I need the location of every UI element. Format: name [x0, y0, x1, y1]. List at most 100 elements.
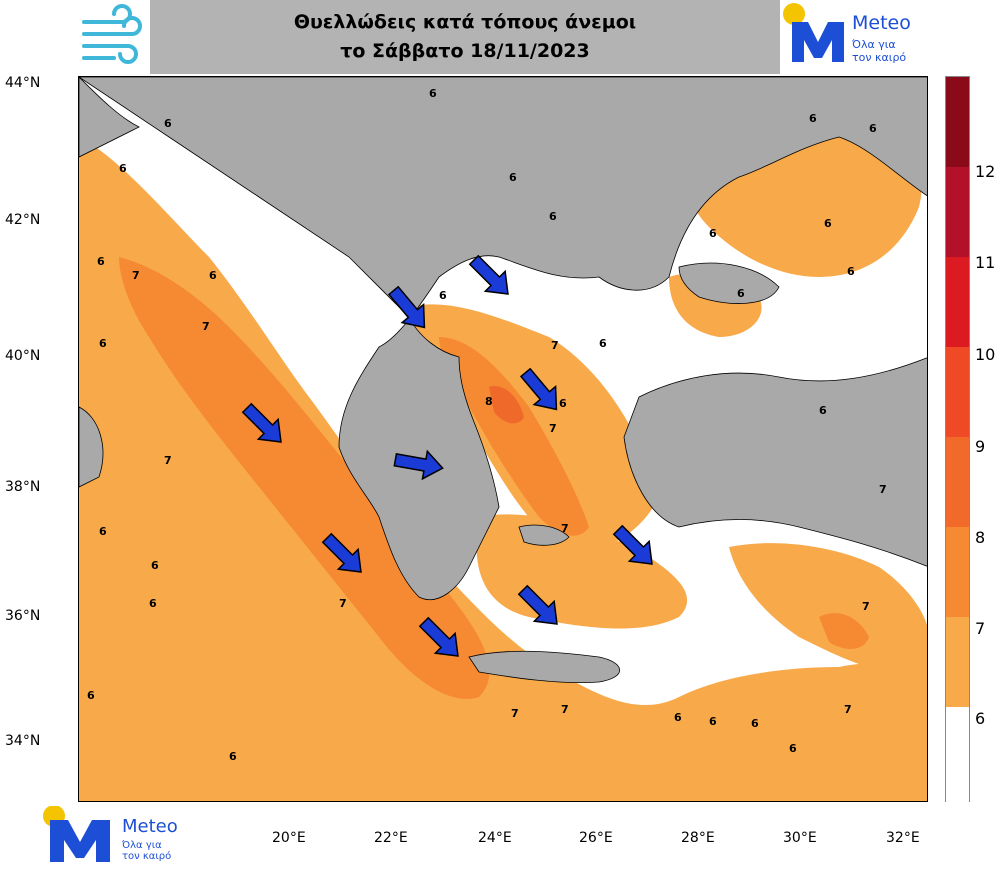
- legend-seg-8: [946, 437, 969, 527]
- top-logo: Meteo Όλα για τον καιρό: [780, 0, 928, 74]
- contour-label: 6: [164, 117, 172, 130]
- contour-label: 6: [869, 122, 877, 135]
- wind-icon-box: [78, 0, 150, 74]
- contour-label: 7: [511, 707, 519, 720]
- legend-seg-11: [946, 167, 969, 257]
- contour-label: 6: [99, 525, 107, 538]
- meteo-logo-icon: [783, 3, 844, 62]
- wind-arrow: [241, 402, 282, 443]
- title-line-2: το Σάββατο 18/11/2023: [340, 40, 590, 62]
- contour-label: 6: [209, 269, 217, 282]
- contour-label: 6: [87, 689, 95, 702]
- contour-label: 7: [844, 703, 852, 716]
- contour-labels: 6 6 6 6 6 6 6 6 7 7 7 7 7 7 7 6 8 7 6 6 …: [87, 87, 887, 763]
- bottom-logo-brand: Meteo: [122, 816, 178, 837]
- wind-arrow: [468, 254, 509, 295]
- contour-label: 7: [879, 483, 887, 496]
- contour-label: 6: [789, 742, 797, 755]
- legend-label: 7: [975, 619, 986, 638]
- logo-tagline: Όλα για τον καιρό: [852, 38, 906, 64]
- contour-label: 6: [819, 404, 827, 417]
- bottom-logo-tagline: Όλα για τον καιρό: [122, 840, 171, 862]
- contour-label: 8: [485, 395, 493, 408]
- legend-seg-9: [946, 347, 969, 437]
- lon-label: 26°E: [579, 830, 613, 846]
- logo-brand: Meteo: [852, 12, 911, 34]
- contour-label: 6: [709, 227, 717, 240]
- wind-field-7-8: [119, 257, 869, 699]
- logo-tagline-2: τον καιρό: [852, 51, 907, 64]
- wind-arrows: [241, 254, 653, 657]
- wind-arrow: [612, 524, 653, 565]
- contour-label: 6: [809, 112, 817, 125]
- page-title: Θυελλώδεις κατά τόπους άνεμοι το Σάββατο…: [150, 8, 780, 66]
- legend-seg-7: [946, 527, 969, 617]
- contour-label: 6: [847, 265, 855, 278]
- contour-label: 6: [599, 337, 607, 350]
- contour-label: 6: [99, 337, 107, 350]
- legend-label: 8: [975, 528, 986, 547]
- wind-arrow: [418, 616, 459, 657]
- legend-label: 6: [975, 709, 986, 728]
- meteo-logo-icon: [43, 805, 110, 862]
- contour-label: 7: [164, 454, 172, 467]
- lon-label: 32°E: [886, 830, 920, 846]
- wind-arrow: [519, 367, 558, 411]
- legend-label: 11: [975, 253, 996, 272]
- bottom-logo-tagline-2: τον καιρό: [122, 851, 172, 862]
- lon-label: 30°E: [783, 830, 817, 846]
- lon-label: 20°E: [272, 830, 306, 846]
- legend-seg-6: [946, 617, 969, 707]
- legend-seg-10: [946, 257, 969, 347]
- contour-label: 7: [561, 522, 569, 535]
- contour-label: 6: [119, 162, 127, 175]
- contour-label: 7: [561, 703, 569, 716]
- contour-label: 7: [862, 600, 870, 613]
- contour-label: 6: [674, 711, 682, 724]
- legend-label: 12: [975, 162, 996, 181]
- logo-tagline-1: Όλα για: [852, 38, 896, 51]
- contour-label: 7: [549, 422, 557, 435]
- wind-icon: [82, 4, 142, 64]
- contour-label: 6: [549, 210, 557, 223]
- lat-label: 44°N: [5, 75, 41, 91]
- contour-label: 6: [439, 289, 447, 302]
- wind-arrow: [321, 532, 362, 573]
- contour-label: 7: [132, 269, 140, 282]
- bottom-logo: Meteo Όλα για τον καιρό: [40, 805, 210, 866]
- contour-label: 6: [509, 171, 517, 184]
- lon-label: 24°E: [478, 830, 512, 846]
- contour-label: 6: [229, 750, 237, 763]
- lon-label: 28°E: [681, 830, 715, 846]
- wind-arrow: [387, 285, 426, 329]
- lat-label: 36°N: [5, 608, 41, 624]
- legend-colorbar: [945, 76, 970, 803]
- wind-arrow: [517, 584, 558, 625]
- lat-label: 34°N: [5, 733, 41, 749]
- contour-label: 6: [429, 87, 437, 100]
- contour-label: 7: [202, 320, 210, 333]
- lat-label: 40°N: [5, 348, 41, 364]
- legend-seg-12plus: [946, 77, 969, 167]
- contour-label: 7: [339, 597, 347, 610]
- map-svg: 6 6 6 6 6 6 6 6 7 7 7 7 7 7 7 6 8 7 6 6 …: [79, 77, 927, 801]
- wind-field-8: [489, 386, 524, 424]
- contour-label: 6: [149, 597, 157, 610]
- legend-label: 9: [975, 437, 986, 456]
- contour-label: 6: [151, 559, 159, 572]
- contour-label: 6: [709, 715, 717, 728]
- legend-seg-below6: [946, 707, 969, 803]
- lon-label: 22°E: [374, 830, 408, 846]
- contour-label: 6: [751, 717, 759, 730]
- land: [79, 77, 927, 684]
- lat-label: 38°N: [5, 479, 41, 495]
- bottom-logo-tagline-1: Όλα για: [122, 840, 162, 851]
- contour-label: 7: [551, 339, 559, 352]
- wind-gust-map: 6 6 6 6 6 6 6 6 7 7 7 7 7 7 7 6 8 7 6 6 …: [78, 76, 928, 802]
- title-line-1: Θυελλώδεις κατά τόπους άνεμοι: [293, 11, 637, 33]
- contour-label: 6: [737, 287, 745, 300]
- contour-label: 6: [824, 217, 832, 230]
- lat-label: 42°N: [5, 212, 41, 228]
- wind-arrow: [393, 449, 444, 481]
- legend-label: 10: [975, 345, 996, 364]
